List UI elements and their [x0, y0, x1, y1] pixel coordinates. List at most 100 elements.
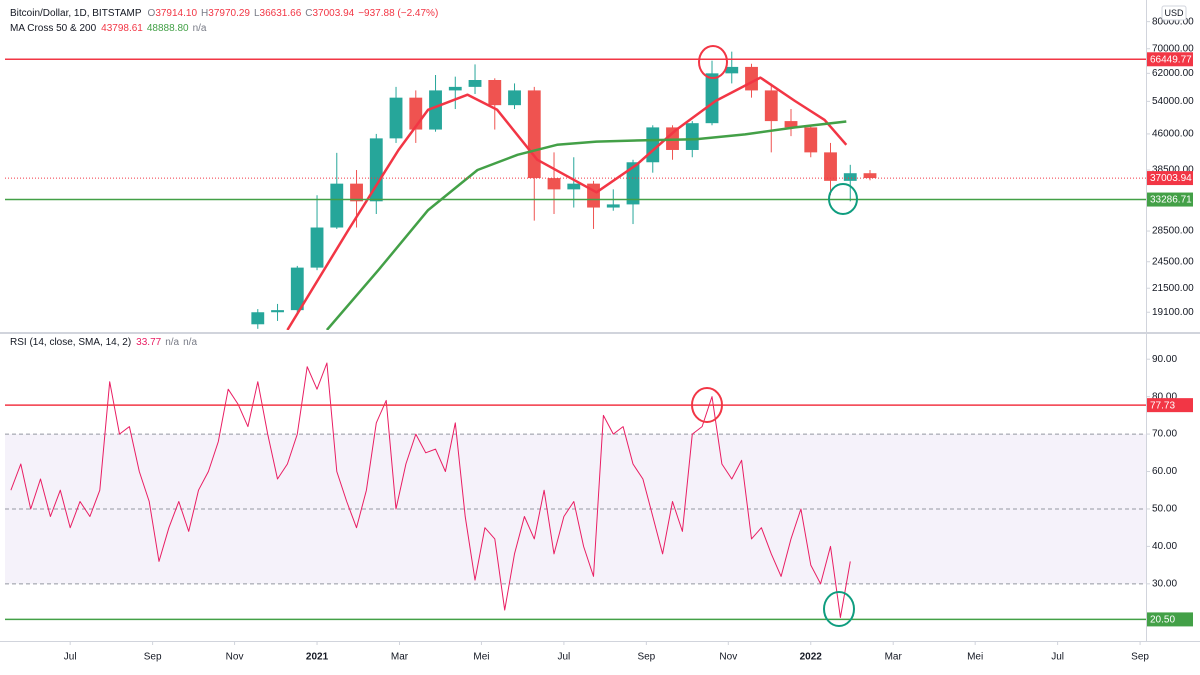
candle-body: [764, 90, 778, 122]
candle-body: [685, 123, 699, 150]
candle-body: [646, 127, 660, 163]
level-label: 66449.77: [1150, 54, 1192, 65]
y-tick-label: 19100.00: [1152, 307, 1194, 318]
y-tick-label: 38500.00: [1152, 165, 1194, 176]
level-tag: [1147, 52, 1193, 67]
y-tick-label: 21500.00: [1152, 283, 1194, 294]
ohlc-label: L: [254, 8, 260, 19]
candle-body: [626, 162, 640, 205]
level-label: 77.73: [1150, 400, 1175, 411]
candle-body: [389, 97, 403, 139]
symbol-title: Bitcoin/Dollar, 1D, BITSTAMP: [10, 8, 142, 19]
chart-layer: 80000.00 70000.00 62000.00 54000.00 46000.00…: [5, 16, 1194, 663]
rsi-title: RSI (14, close, SMA, 14, 2): [10, 337, 131, 348]
y-tick-label: 60.00: [1152, 466, 1177, 477]
x-tick-label: Mar: [391, 652, 409, 663]
candle-body: [863, 173, 877, 179]
x-tick-label: 2022: [800, 652, 823, 663]
x-tick-label: Jul: [1051, 652, 1064, 663]
y-tick-label: 54000.00: [1152, 96, 1194, 107]
candle-body: [725, 66, 739, 74]
x-tick-label: Mar: [885, 652, 903, 663]
currency-label: USD: [1164, 8, 1184, 18]
indicator-value: n/a: [193, 23, 207, 34]
ohlc-label: O: [148, 8, 156, 19]
y-tick-label: 30.00: [1152, 578, 1177, 589]
candle-body: [508, 90, 521, 106]
series-line: [10, 362, 851, 618]
ohlc-value: 37003.94: [313, 8, 355, 19]
indicator-value: n/a: [165, 337, 179, 348]
x-tick-label: Nov: [226, 652, 244, 663]
x-tick-label: Mei: [473, 652, 489, 663]
annotation-circle: [823, 591, 855, 627]
indicator-value: 43798.61: [101, 23, 143, 34]
candle-body: [547, 178, 561, 190]
candle-body: [804, 127, 818, 153]
y-tick-label: 46000.00: [1152, 129, 1194, 140]
annotations: [691, 45, 858, 627]
y-tick-label: 90.00: [1152, 354, 1177, 365]
candle-body: [310, 227, 324, 268]
candle-body: [606, 204, 620, 208]
indicator-value: n/a: [183, 337, 197, 348]
currency-box[interactable]: [1161, 5, 1187, 21]
level-tag: [1147, 192, 1193, 207]
x-tick-label: Jul: [557, 652, 570, 663]
indicator-value: 33.77: [136, 337, 161, 348]
ohlc-label: H: [201, 8, 208, 19]
level-tag: [1147, 612, 1193, 627]
level-label: 37003.94: [1150, 173, 1192, 184]
price-change: −937.88 (−2.47%): [358, 8, 438, 19]
x-tick-label: Mei: [967, 652, 983, 663]
rsi-header: RSI (14, close, SMA, 14, 2) 33.77 n/a n/a: [10, 337, 197, 348]
annotation-circle: [691, 387, 723, 423]
x-tick-label: Sep: [144, 652, 162, 663]
annotation-circle: [698, 45, 728, 79]
indicator-header: MA Cross 50 & 200 43798.61 48888.80 n/a: [10, 23, 207, 34]
ohlc-label: C: [305, 8, 312, 19]
x-tick-label: Sep: [637, 652, 655, 663]
pane: [251, 51, 877, 330]
level-label: 20.50: [1150, 615, 1175, 626]
y-tick-label: 28500.00: [1152, 226, 1194, 237]
ohlc-value: 37914.10: [155, 8, 197, 19]
candle-body: [251, 312, 265, 325]
ohlc-value: 37970.29: [208, 8, 250, 19]
y-tick-label: 40.00: [1152, 541, 1177, 552]
series-line: [286, 76, 848, 330]
y-tick-label: 70000.00: [1152, 43, 1194, 54]
y-tick-label: 50.00: [1152, 504, 1177, 515]
candle-body: [567, 183, 581, 190]
pane: [5, 362, 1146, 618]
candle-body: [448, 86, 462, 91]
x-tick-label: 2021: [306, 652, 329, 663]
y-tick-label: 80.00: [1152, 391, 1177, 402]
candle-body: [290, 267, 304, 311]
candle-body: [527, 90, 541, 179]
candle-body: [468, 80, 482, 87]
candle-body: [843, 173, 857, 181]
annotation-circle: [828, 183, 858, 215]
x-tick-label: Sep: [1131, 652, 1149, 663]
y-tick-label: 24500.00: [1152, 256, 1194, 267]
candle-body: [330, 183, 344, 228]
price-header: Bitcoin/Dollar, 1D, BITSTAMP O37914.10 H37…: [10, 8, 438, 19]
candle-body: [705, 73, 719, 124]
series-line: [325, 120, 847, 330]
candle-body: [784, 121, 798, 128]
y-tick-label: 62000.00: [1152, 68, 1194, 79]
level-tag: [1147, 171, 1193, 186]
candle-body: [824, 152, 837, 181]
candle-body: [429, 90, 442, 130]
level-label: 33286.71: [1150, 195, 1192, 206]
y-tick-label: 80000.00: [1152, 16, 1194, 27]
ohlc-value: 36631.66: [260, 8, 302, 19]
indicator-title: MA Cross 50 & 200: [10, 23, 97, 34]
x-tick-label: Nov: [719, 652, 737, 663]
candle-body: [369, 138, 383, 202]
level-tag: [1147, 398, 1193, 413]
x-tick-label: Jul: [64, 652, 77, 663]
y-tick-label: 70.00: [1152, 429, 1177, 440]
